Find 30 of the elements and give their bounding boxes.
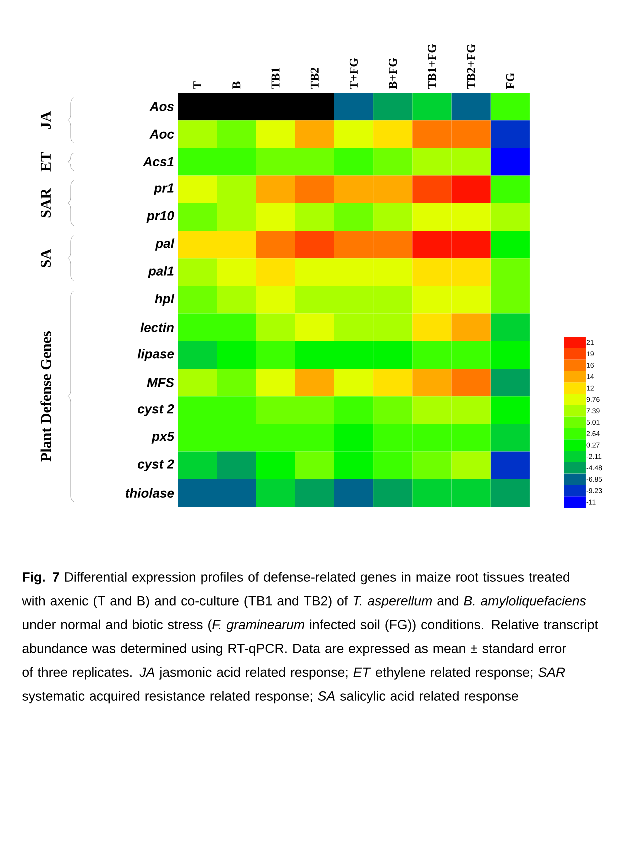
y-tick-label: pr1	[154, 184, 174, 196]
y-tick-label: Aos	[150, 102, 174, 112]
y-tick-label: Acs1	[143, 157, 174, 167]
x-tick-label: TB1	[272, 68, 280, 90]
x-tick-label: TB2+FG	[467, 44, 476, 90]
x-tick-label: B+FG	[389, 58, 398, 90]
y-tick-label: lectin	[140, 322, 174, 332]
x-tick-label: TB1+FG	[428, 44, 436, 90]
y-tick-label: pr10	[146, 211, 174, 224]
y-tick-label: hpl	[155, 294, 175, 306]
text: JA	[40, 112, 52, 130]
x-tick-label: FG	[506, 73, 514, 90]
y-tick-label: MFS	[147, 378, 174, 388]
y-tick-label: Aoc	[150, 130, 174, 139]
text: Plant Defense Genes	[40, 332, 52, 462]
y-tick-label: lipase	[138, 349, 174, 362]
y-tick-label: thiolase	[126, 488, 174, 498]
y-tick-label: cyst 2	[138, 404, 174, 416]
y-tick-label: px5	[152, 432, 175, 444]
y-tick-label: pal	[155, 238, 175, 251]
text: ET	[41, 152, 51, 172]
text: Fig. 7 Differential expression profiles of defense-related genes in maize root tissues treated with axenic (T and B) and co-culture (TB1 and TB2) of T. asperellum and B. amyloliquefaciens under normal and biotic stress (F. graminearum infected soil (FG)) conditions. Relative transcript abundance was determined using RT-qPCR. Data are expressed as mean ± standard error of three replicates. JA jasmonic acid related response; ET ethylene related response; SAR systematic acquired resistance related response; SA salicylic acid related response	[22, 572, 598, 704]
x-tick-label: T+FG	[350, 58, 358, 90]
x-tick-label: TB2	[310, 68, 319, 90]
x-tick-label: T	[194, 82, 202, 90]
y-tick-label: pal1	[148, 266, 174, 278]
text: SAR	[40, 188, 52, 218]
y-tick-label: cyst 2	[138, 460, 174, 472]
text: SA	[40, 249, 52, 268]
x-tick-label: B	[232, 82, 241, 90]
